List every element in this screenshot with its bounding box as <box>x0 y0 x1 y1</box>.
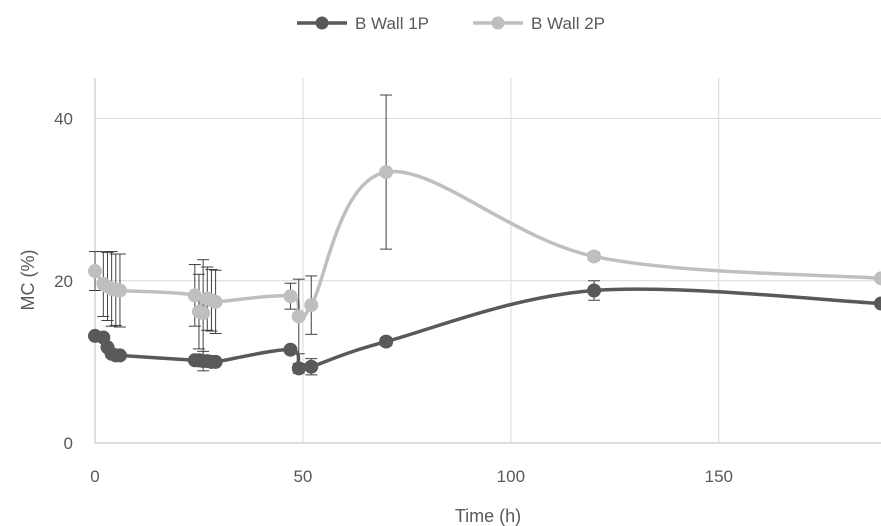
data-point <box>874 296 881 311</box>
data-point <box>196 306 211 321</box>
y-tick-label: 0 <box>64 434 73 453</box>
axes: 0 50 100 150 0 20 40 <box>54 78 881 486</box>
legend-item-2: B Wall 2P <box>473 14 605 33</box>
legend-item-1: B Wall 1P <box>297 14 429 33</box>
series-layer <box>88 94 881 376</box>
data-point <box>112 283 127 298</box>
data-point <box>208 354 223 369</box>
legend: B Wall 1P B Wall 2P <box>297 14 605 33</box>
legend-marker <box>315 16 329 30</box>
data-point <box>283 342 298 357</box>
data-point <box>379 334 394 349</box>
gridlines <box>95 78 881 443</box>
legend-marker <box>491 16 505 30</box>
data-point <box>291 361 306 376</box>
data-point <box>208 294 223 309</box>
legend-label: B Wall 1P <box>355 14 429 33</box>
data-point <box>187 288 202 303</box>
series-1 <box>88 280 881 376</box>
series-2 <box>88 94 881 368</box>
data-point <box>304 298 319 313</box>
data-point <box>587 283 602 298</box>
x-tick-label: 0 <box>90 467 99 486</box>
data-point <box>874 271 881 286</box>
y-tick-label: 20 <box>54 272 73 291</box>
legend-label: B Wall 2P <box>531 14 605 33</box>
x-tick-label: 150 <box>705 467 733 486</box>
x-tick-label: 100 <box>497 467 525 486</box>
data-point <box>379 165 394 180</box>
data-point <box>88 264 102 279</box>
data-point <box>304 359 319 374</box>
x-axis-title: Time (h) <box>455 506 521 526</box>
y-axis-title: MC (%) <box>18 250 38 311</box>
x-tick-label: 50 <box>293 467 312 486</box>
data-point <box>291 309 306 324</box>
data-point <box>112 348 127 363</box>
y-tick-label: 40 <box>54 110 73 129</box>
data-point <box>587 249 602 264</box>
data-point <box>283 289 298 304</box>
